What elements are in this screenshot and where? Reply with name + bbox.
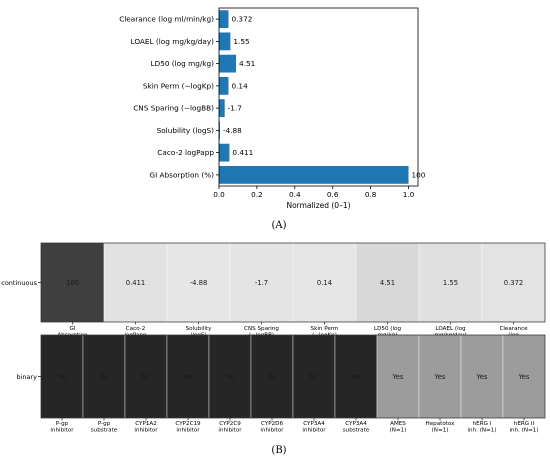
cell-value: 0.14 (317, 279, 332, 287)
bar-value-label: -4.88 (223, 126, 242, 135)
heatmap-cell (481, 242, 546, 323)
y-tick-labels: Clearance (log ml/min/kg) LOAEL (log mg/k… (119, 15, 219, 179)
cell-value: 4.51 (380, 279, 395, 287)
cell-value: -4.88 (190, 279, 208, 287)
heatmap-cell (334, 334, 378, 419)
cell-value: No (141, 373, 150, 381)
x-tick-label: 0.6 (327, 190, 339, 199)
cell-value: No (183, 373, 192, 381)
cell-value: No (225, 373, 234, 381)
cell-value: 0.411 (126, 279, 145, 287)
heatmap-frame (40, 242, 546, 323)
y-tick-label: LOAEL (log mg/kg/day) (131, 37, 215, 46)
heatmap-cell (376, 334, 420, 419)
heatmap-cell (208, 334, 252, 419)
panel-b-label: (B) (271, 445, 286, 456)
heatmap-cell (82, 334, 126, 419)
bar (219, 99, 225, 118)
panel-a-bar-chart: Clearance (log ml/min/kg) LOAEL (log mg/k… (119, 7, 426, 210)
heatmap-row-continuous: continuous100GIAbsorption0.411Caco-2logP… (1, 242, 546, 339)
column-label: CYP1A2 inhibitor (134, 421, 158, 434)
bar (219, 143, 230, 162)
cell-value: 1.55 (443, 279, 458, 287)
bar-value-label: 1.55 (233, 37, 249, 46)
bar (219, 121, 220, 140)
row-label: continuous (1, 279, 37, 287)
bar-value-label: 0.411 (232, 148, 253, 157)
panel-b-heatmap: continuous100GIAbsorption0.411Caco-2logP… (1, 242, 546, 434)
bar-series (219, 10, 409, 184)
heatmap-cell (502, 334, 546, 419)
cell-value: No (57, 373, 66, 381)
heatmap-cell (292, 242, 357, 323)
cell-value: No (351, 373, 360, 381)
panel-a-label: (A) (271, 220, 286, 231)
cell-value: Yes (392, 373, 404, 381)
heatmap-cell (460, 334, 504, 419)
x-tick-label: 0.8 (365, 190, 377, 199)
bar (219, 32, 231, 51)
row-label: binary (16, 373, 37, 381)
column-label: P-gp inhibitor (50, 421, 74, 434)
y-tick-label: Skin Perm (−logKp) (143, 81, 214, 90)
column-label: hERG II inh. (N=1) (510, 421, 539, 434)
x-tick-label: 0.4 (289, 190, 301, 199)
heatmap-cell (292, 334, 336, 419)
cell-value: 0.372 (504, 279, 523, 287)
cell-value: No (309, 373, 318, 381)
y-tick-label: CNS Sparing (−logBB) (133, 104, 214, 113)
bar (219, 165, 409, 184)
bar-value-label: 0.14 (231, 81, 248, 90)
heatmap-cell (250, 334, 294, 419)
column-label: CYP3A4 substrate (343, 421, 370, 434)
cell-value: Yes (476, 373, 488, 381)
heatmap-frame (40, 334, 546, 419)
x-tick-label: 0.0 (213, 190, 225, 199)
x-axis: 0.0 0.2 0.4 0.6 0.8 1.0 (213, 186, 415, 199)
heatmap-cell (229, 242, 294, 323)
bar-value-label: 4.51 (239, 59, 255, 68)
bar-value-labels: 0.372 1.55 4.51 0.14 -1.7 -4.88 0.411 100 (223, 15, 426, 180)
x-axis-label: Normalized (0–1) (286, 201, 350, 210)
y-tick-label: GI Absorption (%) (149, 170, 214, 179)
cell-value: Yes (518, 373, 530, 381)
column-label: CYP2D6 inhibitor (260, 421, 284, 434)
bar (219, 54, 237, 73)
y-tick-label: LD50 (log mg/kg) (151, 59, 215, 68)
y-tick-label: Solubility (logS) (157, 126, 215, 135)
bar-value-label: 0.372 (231, 15, 252, 24)
heatmap-cell (124, 334, 168, 419)
cell-value: Yes (434, 373, 446, 381)
x-tick-label: 0.2 (251, 190, 263, 199)
cell-value: -1.7 (255, 279, 268, 287)
bar-value-label: -1.7 (228, 104, 243, 113)
column-label: Hepatotox (N=1) (426, 421, 456, 434)
column-label: CYP2C19 inhibitor (175, 421, 201, 434)
heatmap-cell (166, 242, 231, 323)
bar (219, 76, 229, 95)
column-label: CYP2C9 inhibitor (218, 421, 242, 434)
column-label: CYP3A4 inhibitor (302, 421, 326, 434)
cell-value: No (99, 373, 108, 381)
bar (219, 10, 229, 29)
plot-frame (218, 7, 419, 187)
x-tick-label: 1.0 (403, 190, 415, 199)
bar-value-label: 100 (412, 170, 426, 179)
column-label: P-gp substrate (91, 421, 118, 434)
heatmap-row-binary: binary No P-gp inhibitor No P-gp substrate No CY… (16, 334, 546, 434)
cell-value: 100 (66, 279, 79, 287)
heatmap-cell (355, 242, 420, 323)
heatmap-cell (418, 334, 462, 419)
heatmap-cell (166, 334, 210, 419)
column-label: AMES (N=1) (390, 421, 407, 434)
y-tick-label: Caco-2 logPapp (157, 148, 214, 157)
y-tick-label: Clearance (log ml/min/kg) (119, 15, 214, 24)
cell-value: No (267, 373, 276, 381)
